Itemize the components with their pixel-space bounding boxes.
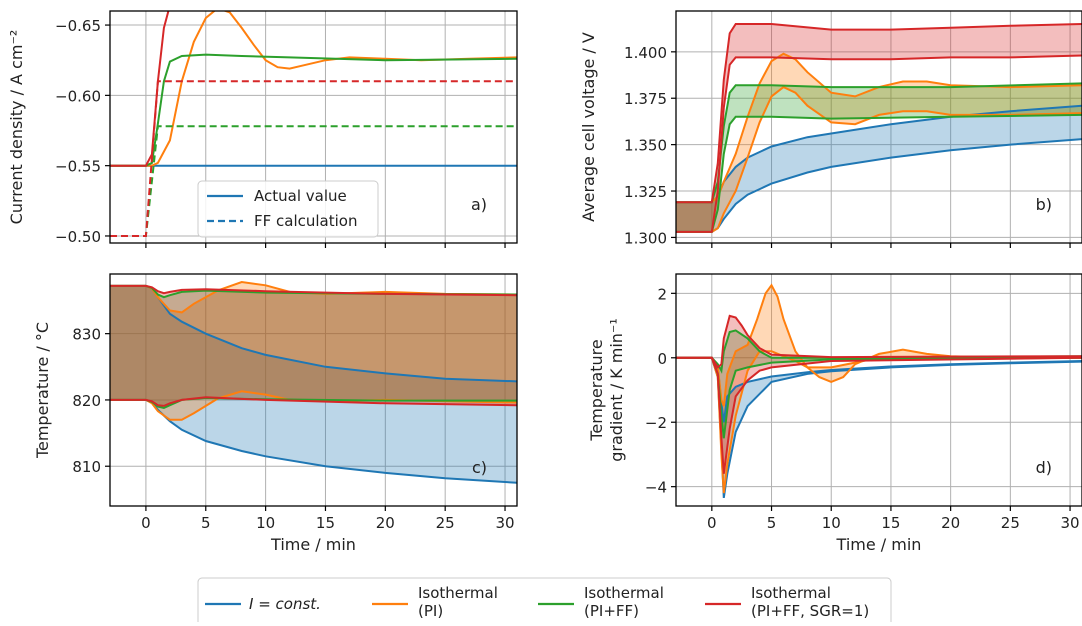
- band-fill-green: [676, 83, 1082, 232]
- band-fill-blue: [110, 285, 517, 483]
- legend-label: Actual value: [254, 187, 347, 205]
- plot-frame: [675, 273, 1082, 507]
- grid-lines: [110, 274, 517, 506]
- y-tick-label: 810: [72, 458, 101, 476]
- band-lower-line-red: [676, 356, 1082, 474]
- x-tick-label: 30: [495, 514, 514, 532]
- x-tick-label: 30: [1061, 514, 1080, 532]
- x-tick-label: 15: [881, 514, 900, 532]
- y-tick-label: −2: [645, 414, 667, 432]
- band-fill-orange: [676, 53, 1082, 232]
- y-axis-label-line1: Temperature: [587, 339, 606, 441]
- band-fill-blue: [676, 105, 1082, 232]
- legend-label: FF calculation: [254, 212, 357, 230]
- y-axis-label-line2: gradient / K min⁻¹: [607, 318, 626, 462]
- y-tick-label: 1.325: [624, 183, 667, 201]
- y-tick-label: 1.400: [624, 44, 667, 62]
- band-upper-line-green: [676, 82, 1082, 204]
- x-tick-label: 10: [822, 514, 841, 532]
- y-tick-label: 820: [72, 392, 101, 410]
- bottom-legend-label-line2: (PI+FF): [584, 602, 639, 620]
- x-tick-label: 10: [256, 514, 275, 532]
- bottom-legend-label-line1: Isothermal: [751, 584, 831, 602]
- x-tick-label: 0: [141, 514, 151, 532]
- y-tick-label: 1.350: [624, 137, 667, 155]
- plot-area: [110, 11, 517, 237]
- x-tick-label: 5: [767, 514, 777, 532]
- x-tick-label: 25: [436, 514, 455, 532]
- y-axis-label: Temperature / °C: [33, 322, 52, 459]
- bottom-legend-label-line1: Isothermal: [418, 584, 498, 602]
- x-axis-label: Time / min: [836, 535, 922, 554]
- plot-area: [110, 280, 517, 484]
- y-tick-label: 1.375: [624, 90, 667, 108]
- plot-area: [676, 23, 1082, 233]
- bottom-legend-label-line1: Isothermal: [584, 584, 664, 602]
- band-fill-red: [110, 285, 517, 406]
- y-tick-label: 0: [657, 350, 667, 368]
- y-tick-label: 830: [72, 326, 101, 344]
- band-fill-orange: [676, 285, 1082, 494]
- band-lower-line-red: [110, 396, 517, 407]
- band-upper-line-orange: [676, 283, 1082, 407]
- band-fill-green: [110, 285, 517, 408]
- series-line-red-solid: [110, 11, 170, 167]
- series-line-green-solid: [110, 53, 517, 167]
- band-upper-line-orange: [676, 52, 1082, 204]
- bottom-legend: I = const.Isothermal(PI)Isothermal(PI+FF…: [197, 577, 892, 626]
- plot-frame: [109, 10, 518, 244]
- band-lower-line-red: [676, 54, 1082, 233]
- series-line-orange-solid: [110, 11, 517, 167]
- x-tick-label: 15: [316, 514, 335, 532]
- x-tick-label: 0: [707, 514, 717, 532]
- bottom-legend-label: I = const.: [249, 595, 321, 613]
- band-lower-line-orange: [676, 85, 1082, 233]
- x-tick-label: 5: [201, 514, 211, 532]
- bottom-legend-label-line2: (PI): [418, 602, 443, 620]
- plot-frame: [109, 273, 518, 507]
- series-line-red-dashed: [110, 80, 517, 237]
- band-fill-orange: [110, 282, 517, 420]
- panel-b-cell-voltage: 1.300 1.325 1.350 1.375 1.400 Average cell vo…: [579, 10, 1082, 248]
- plot-area: [676, 283, 1082, 499]
- panel-label: c): [472, 458, 487, 477]
- band-fill-red: [676, 24, 1082, 232]
- y-tick-label: −4: [645, 479, 667, 497]
- band-lower-line-green: [676, 113, 1082, 233]
- panel-label: a): [471, 195, 487, 214]
- band-upper-line-green: [676, 329, 1082, 374]
- y-tick-label: −0.55: [55, 158, 101, 176]
- bottom-legend-box: [197, 577, 892, 626]
- panel-label: b): [1036, 195, 1052, 214]
- panel-c-temperature: 810 820 830 0 5 10 15 20 25 30 Time / min Temperatu…: [33, 273, 518, 554]
- plot-frame: [675, 10, 1082, 244]
- y-tick-label: 1.300: [624, 229, 667, 247]
- x-tick-label: 20: [376, 514, 395, 532]
- bottom-legend-label-line2: (PI+FF, SGR=1): [751, 602, 869, 620]
- y-tick-label: −0.65: [55, 17, 101, 35]
- grid-lines: [676, 11, 1082, 243]
- y-axis-label: Average cell voltage / V: [579, 32, 598, 222]
- y-tick-label: −0.60: [55, 87, 101, 105]
- panel-label: d): [1036, 458, 1052, 477]
- panel-a-current-density: −0.50 −0.55 −0.60 −0.65 Current density / A …: [7, 10, 518, 248]
- y-axis-label: Current density / A cm⁻²: [7, 30, 26, 225]
- panel-a-legend: Actual value FF calculation: [197, 180, 379, 238]
- x-tick-label: 20: [941, 514, 960, 532]
- band-upper-line-red: [110, 284, 517, 297]
- y-tick-label: 2: [657, 285, 667, 303]
- x-tick-label: 25: [1001, 514, 1020, 532]
- band-upper-line-red: [676, 314, 1082, 369]
- x-axis-label: Time / min: [270, 535, 356, 554]
- y-tick-label: −0.50: [55, 228, 101, 246]
- band-upper-line-red: [676, 23, 1082, 204]
